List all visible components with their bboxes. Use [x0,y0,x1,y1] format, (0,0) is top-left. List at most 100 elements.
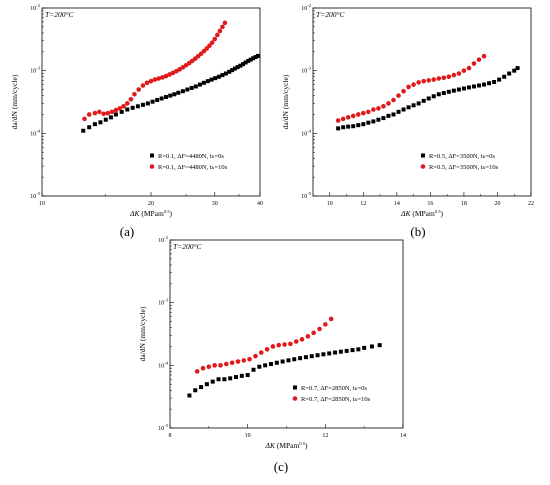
data-point [98,120,103,125]
data-point [276,342,282,348]
x-tick-label: 10 [245,433,251,439]
data-point [216,74,221,79]
plot-frame [312,7,532,197]
legend-marker [421,153,425,158]
x-tick-label: 14 [394,201,400,207]
data-point [502,74,507,79]
data-point [466,65,472,71]
series-1 [187,343,382,398]
data-point [406,105,411,110]
data-point [92,110,98,116]
data-point [381,116,386,121]
x-tick-label: 22 [528,201,534,207]
data-point [248,57,253,62]
data-point [456,71,462,76]
data-point [411,82,416,87]
y-tick-label: 10-5 [158,423,168,432]
data-point [293,339,299,344]
data-point [366,120,371,125]
x-tick-label: 10 [39,201,45,207]
data-point [117,106,123,111]
data-point [205,79,210,84]
data-point [477,83,482,88]
x-tick-label: 12 [322,433,328,439]
legend-marker [293,385,297,390]
data-point [132,91,137,97]
data-point [193,84,198,89]
data-point [456,87,461,92]
data-point [140,83,146,88]
data-point [251,56,256,61]
y-tick-label: 10-2 [30,3,40,12]
x-tick-label: 14 [400,433,406,439]
data-point [507,71,512,76]
data-point [113,107,119,113]
legend-entry: R=0.7, ΔF=2850N, tₕ=0s [301,385,367,392]
chart-panel-2: 10-5 10-4 10-3 10-2 10 12 14 16 18 20 22 ΔK (MPam0.… [281,3,534,239]
data-point [451,72,457,78]
legend: R=0.5, ΔF=3500N, tₕ=0s R=0.5, ΔF=3500N, t… [420,153,499,171]
data-point [101,111,106,117]
legend: R=0.7, ΔF=2850N, tₕ=0s R=0.7, ΔF=2850N, t… [292,385,371,403]
data-point [220,24,225,30]
legend-entry: R=0.1, ΔF=4480N, tₕ=10s [158,164,228,171]
data-point [356,123,361,128]
data-point [327,351,332,356]
panel-label: (a) [120,224,134,239]
data-point [286,358,291,363]
y-tick-label: 10-4 [30,128,40,137]
y-tick-label: 10-4 [158,360,168,369]
data-point [303,355,308,360]
data-point [340,116,346,122]
data-point [481,53,487,59]
data-point [338,349,343,354]
series-1 [81,53,261,133]
data-point [270,344,276,349]
data-point [222,377,227,382]
legend: R=0.1, ΔF=4480N, tₕ=0s R=0.1, ΔF=4480N, t… [149,153,228,171]
data-point [446,74,452,80]
data-point [238,63,243,68]
data-point [81,128,86,133]
temperature-annotation: T=200°C [45,10,74,19]
data-point [264,347,270,352]
data-point [199,385,204,390]
data-point [206,364,212,370]
data-point [227,69,232,74]
data-point [386,113,391,118]
data-point [288,341,293,347]
data-point [446,89,451,94]
data-point [256,53,261,58]
data-point [163,73,169,79]
data-point [371,107,376,112]
x-axis-label: ΔK (MPam0.5) [400,209,443,218]
data-point [396,109,401,114]
data-point [497,77,502,82]
series-2 [335,53,487,123]
y-axis-label: da/dN (mm/cycle) [281,74,290,129]
data-point [431,94,436,99]
y-tick-label: 10-4 [301,128,311,137]
data-point [356,347,361,352]
data-point [391,97,396,103]
data-point [336,126,341,131]
x-tick-label: 18 [461,201,467,207]
data-point [369,344,374,349]
data-point [471,84,476,89]
x-tick-label: 10 [327,201,333,207]
x-tick-label: 20 [148,201,154,207]
data-point [309,354,314,359]
legend-marker [292,396,298,401]
data-point [220,73,225,78]
chart-panel-3: 10-5 10-4 10-3 10-2 8 10 12 14 ΔK (MPam0.5) da/dN… [138,235,406,474]
data-point [163,95,168,100]
data-point [241,358,247,363]
data-point [335,118,341,123]
data-point [210,379,215,384]
data-point [406,84,411,90]
data-point [224,361,229,367]
data-point [185,87,190,92]
data-point [152,77,158,82]
data-point [105,110,111,116]
data-point [222,20,228,26]
